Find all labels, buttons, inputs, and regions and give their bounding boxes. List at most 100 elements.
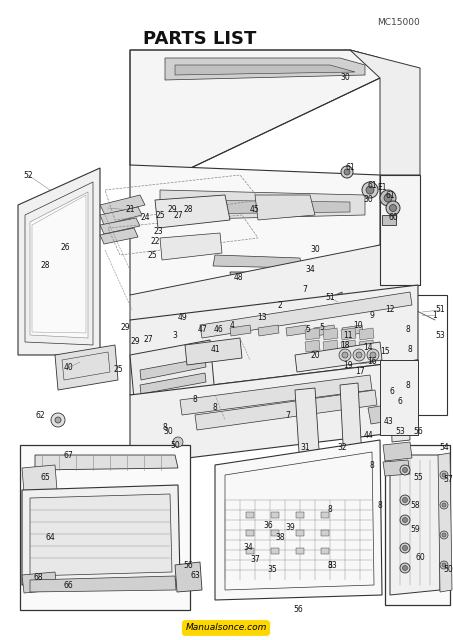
Text: 29: 29 [167, 205, 177, 214]
Polygon shape [341, 352, 356, 364]
Text: 36: 36 [263, 520, 273, 529]
Polygon shape [130, 285, 418, 395]
Text: 15: 15 [380, 348, 390, 356]
Text: 54: 54 [439, 444, 449, 452]
Polygon shape [305, 340, 320, 352]
Text: 27: 27 [143, 335, 153, 344]
Text: 14: 14 [363, 344, 373, 353]
Bar [321, 530, 329, 536]
Text: 61: 61 [385, 191, 395, 200]
Text: 11: 11 [343, 330, 353, 339]
Polygon shape [230, 272, 302, 283]
Polygon shape [380, 175, 420, 285]
Text: 50: 50 [170, 440, 180, 449]
Polygon shape [130, 245, 418, 340]
Text: 51: 51 [325, 294, 335, 303]
Text: 28: 28 [40, 260, 50, 269]
Text: 66: 66 [63, 580, 73, 589]
Text: 30: 30 [310, 246, 320, 255]
Text: 8: 8 [212, 403, 217, 413]
Polygon shape [390, 370, 410, 442]
Text: 22: 22 [150, 237, 160, 246]
Polygon shape [359, 340, 374, 352]
Bar [271, 512, 279, 518]
Circle shape [440, 561, 448, 569]
Circle shape [386, 201, 400, 215]
Polygon shape [22, 485, 180, 585]
Polygon shape [340, 383, 362, 463]
Polygon shape [286, 325, 307, 336]
Polygon shape [314, 325, 335, 336]
Text: 6: 6 [398, 397, 402, 406]
Text: 5: 5 [306, 326, 310, 335]
Text: 8: 8 [193, 396, 198, 404]
Text: 57: 57 [443, 476, 453, 484]
Bar [385, 445, 450, 605]
Text: 56: 56 [413, 428, 423, 436]
Polygon shape [438, 453, 452, 592]
Text: 52: 52 [23, 170, 33, 179]
Text: 27: 27 [173, 211, 183, 220]
Circle shape [442, 533, 446, 537]
Bar [321, 512, 329, 518]
Polygon shape [140, 358, 206, 380]
Polygon shape [305, 328, 320, 340]
Circle shape [403, 467, 408, 472]
Circle shape [353, 349, 365, 361]
Bar [271, 530, 279, 536]
Text: 67: 67 [63, 451, 73, 461]
Text: 8: 8 [328, 561, 333, 570]
Bar [296, 548, 304, 554]
Text: 29: 29 [120, 323, 130, 333]
Polygon shape [215, 440, 382, 600]
Text: 48: 48 [233, 273, 243, 282]
Text: 53: 53 [435, 330, 445, 339]
Text: Manualsonce.com: Manualsonce.com [185, 623, 267, 632]
Text: 3: 3 [173, 330, 178, 339]
Polygon shape [175, 200, 350, 214]
Text: 63: 63 [190, 570, 200, 579]
Text: 44: 44 [363, 431, 373, 440]
Text: 31: 31 [300, 444, 310, 452]
Polygon shape [130, 50, 380, 185]
Text: 6: 6 [390, 387, 395, 397]
Circle shape [400, 563, 410, 573]
Text: 16: 16 [367, 358, 377, 367]
Polygon shape [230, 325, 251, 336]
Text: 23: 23 [153, 227, 163, 237]
Text: E1: E1 [377, 184, 387, 193]
Polygon shape [383, 460, 410, 476]
Polygon shape [165, 58, 365, 80]
Circle shape [403, 497, 408, 502]
Polygon shape [390, 455, 440, 595]
Polygon shape [305, 352, 320, 364]
Circle shape [403, 545, 408, 550]
Polygon shape [30, 192, 88, 338]
Polygon shape [18, 168, 100, 355]
Text: 32: 32 [337, 444, 347, 452]
Text: 4: 4 [230, 321, 235, 330]
Text: 8: 8 [328, 506, 333, 515]
Circle shape [440, 471, 448, 479]
Text: 59: 59 [410, 525, 420, 534]
Polygon shape [350, 50, 420, 175]
Polygon shape [200, 292, 412, 338]
Circle shape [344, 169, 350, 175]
Text: 13: 13 [257, 314, 267, 323]
Text: 29: 29 [130, 337, 140, 346]
Text: 21: 21 [125, 205, 135, 214]
Polygon shape [323, 328, 338, 340]
Text: 30: 30 [340, 74, 350, 83]
Polygon shape [175, 65, 355, 75]
Text: 60: 60 [415, 554, 425, 563]
Bar [246, 530, 254, 536]
Bar [246, 512, 254, 518]
Polygon shape [195, 390, 377, 430]
Circle shape [442, 503, 446, 507]
Polygon shape [140, 373, 206, 394]
Bar [382, 215, 396, 225]
Polygon shape [155, 195, 230, 228]
Text: 9: 9 [370, 310, 375, 319]
Circle shape [442, 473, 446, 477]
Polygon shape [342, 325, 363, 336]
